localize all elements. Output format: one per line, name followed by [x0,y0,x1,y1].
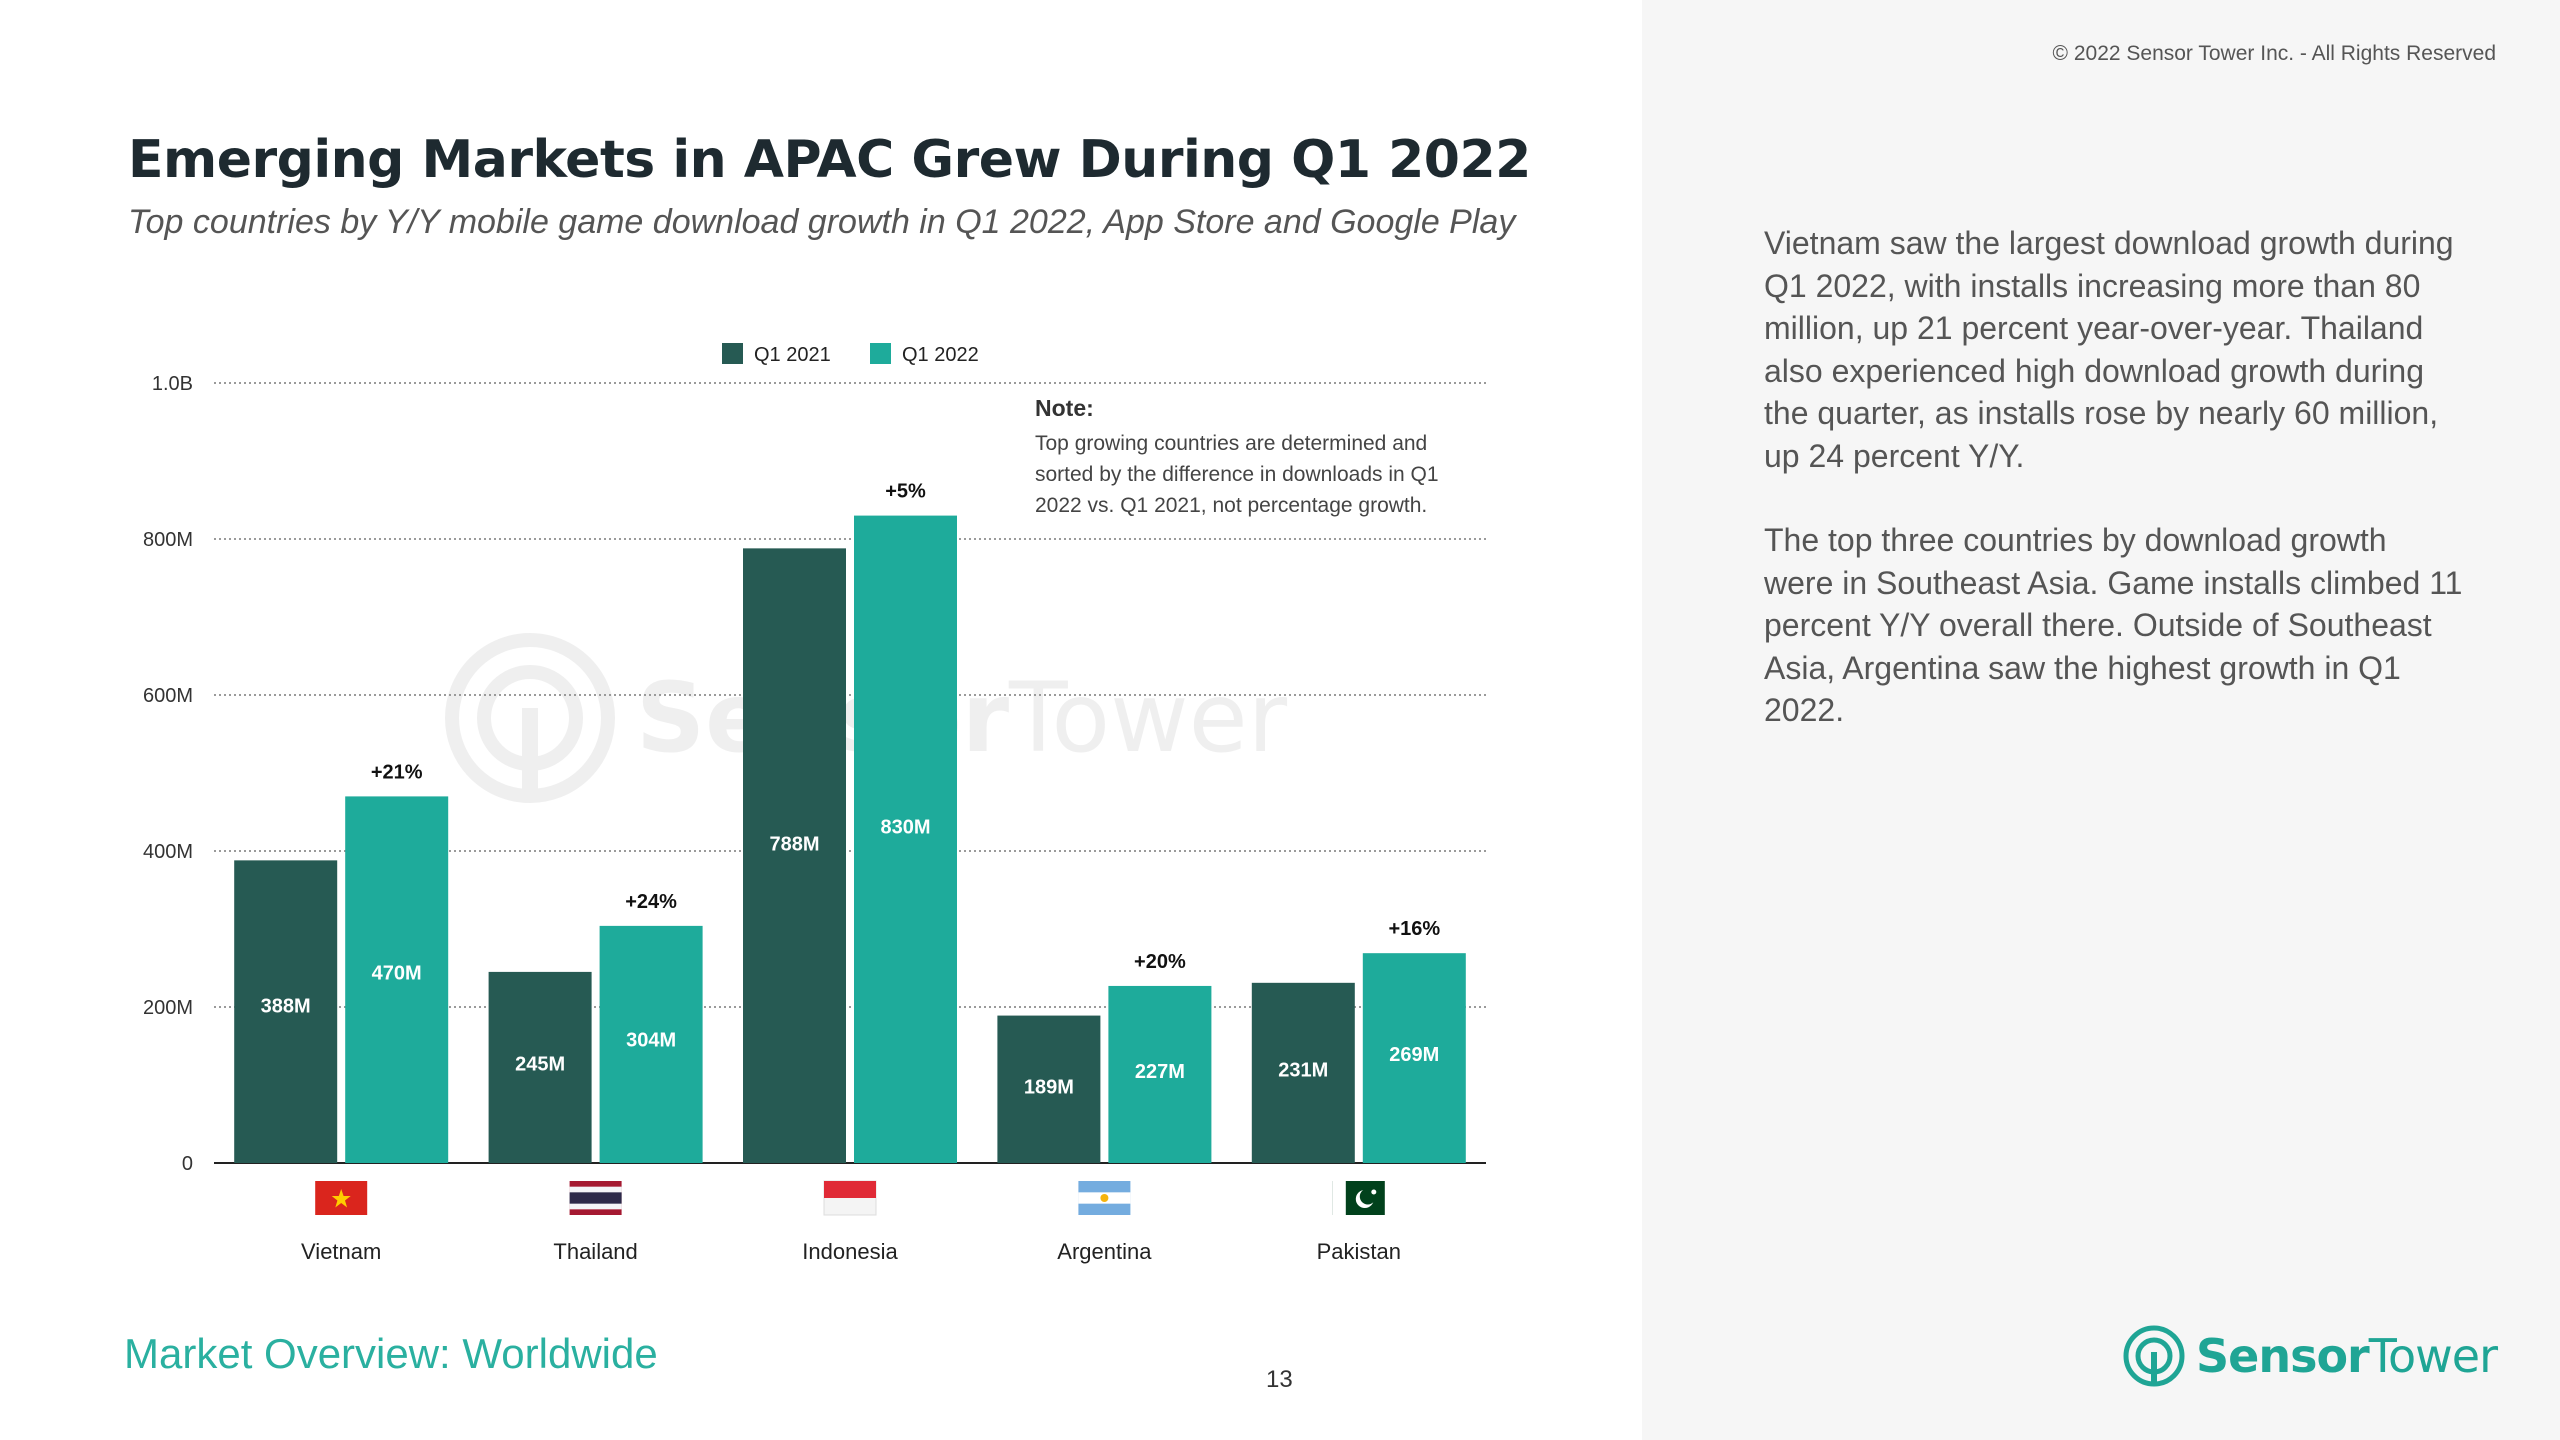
section-footer: Market Overview: Worldwide [124,1330,658,1377]
page-number: 13 [1266,1366,1293,1393]
y-tick-label: 0 [182,1153,193,1175]
bar [1251,982,1355,1163]
flag-stripe [569,1192,622,1204]
legend-swatch [722,343,743,364]
flag-pakistan-icon [1332,1181,1385,1215]
bar [743,548,846,1163]
bar [488,971,592,1163]
sensor-tower-logo-text: SensorTower [2196,1329,2498,1383]
data-label: 830M [880,816,930,838]
bar [234,860,338,1163]
y-tick-label: 200M [143,997,193,1019]
bar [997,1015,1101,1163]
bar [1362,953,1466,1163]
flag-star [1371,1189,1377,1195]
legend-swatch [870,343,891,364]
flag-indonesia-icon [823,1180,877,1216]
note-title: Note: [1035,395,1094,421]
legend-label: Q1 2022 [902,344,979,366]
legend-label: Q1 2021 [754,344,831,366]
commentary-paragraph-2: The top three countries by download grow… [1764,522,2463,728]
growth-label: +20% [1134,951,1186,973]
flag-sun [1100,1194,1109,1202]
bar-chart: 0 200M 400M 600M 800M 1.0B 388M 470M +21% Vietna… [143,343,1486,1264]
commentary-text: Vietnam saw the largest download growth … [1764,222,2464,774]
growth-label: +21% [371,761,423,783]
bar [854,515,957,1163]
sensor-tower-logo-icon [2123,1325,2185,1387]
sensor-tower-logo: SensorTower [2122,1324,2498,1388]
data-label: 231M [1278,1059,1328,1081]
x-tick-label: Thailand [553,1239,637,1264]
x-tick-label: Argentina [1057,1239,1152,1264]
x-tick-label: Indonesia [802,1239,898,1264]
data-label: 189M [1024,1076,1074,1098]
x-tick-label: Vietnam [301,1239,381,1264]
note-line: 2022 vs. Q1 2021, not percentage growth. [1035,494,1427,517]
growth-label: +16% [1388,918,1440,940]
y-tick-label: 600M [143,685,193,707]
data-label: 245M [515,1054,565,1076]
flag-vietnam-icon [315,1181,368,1215]
copyright-text: © 2022 Sensor Tower Inc. - All Rights Re… [2052,42,2496,65]
flag-stripe [1332,1181,1346,1215]
y-tick-label: 1.0B [152,373,193,395]
data-label: 269M [1389,1044,1439,1066]
growth-label: +5% [885,481,926,503]
y-tick-label: 400M [143,841,193,863]
bar [1108,985,1212,1163]
flag-argentina-icon [1078,1181,1131,1215]
flag-star [331,1189,351,1208]
data-label: 470M [372,962,422,984]
bar [345,796,449,1163]
x-tick-label: Pakistan [1317,1239,1401,1264]
data-label: 227M [1135,1061,1185,1083]
page-title: Emerging Markets in APAC Grew During Q1 … [128,130,1531,190]
commentary-panel [1642,0,2560,1440]
y-tick-label: 800M [143,529,193,551]
flag-thailand-icon [569,1181,622,1215]
data-label: 388M [261,996,311,1018]
bar [599,925,703,1163]
flag-stripe [824,1181,876,1198]
growth-label: +24% [625,891,677,913]
data-label: 304M [626,1030,676,1052]
note-line: sorted by the difference in downloads in… [1035,463,1439,486]
commentary-paragraph-1: Vietnam saw the largest download growth … [1764,225,2454,474]
data-label: 788M [769,833,819,855]
note-line: Top growing countries are determined and [1035,432,1427,455]
page-subtitle: Top countries by Y/Y mobile game downloa… [128,203,1516,241]
